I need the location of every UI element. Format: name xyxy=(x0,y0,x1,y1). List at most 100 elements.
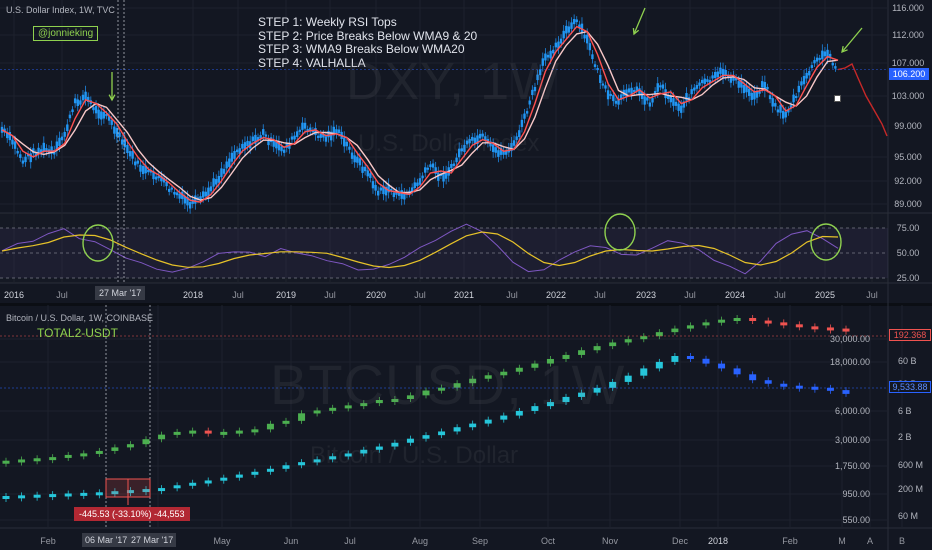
dxy-candle xyxy=(329,131,333,141)
dxy-candle xyxy=(168,188,171,192)
dxy-candle xyxy=(81,94,85,101)
btc-candle xyxy=(546,358,554,364)
dxy-candle xyxy=(186,196,189,206)
dxy-candle xyxy=(664,89,667,99)
dxy-candle xyxy=(528,100,531,105)
dxy-candle xyxy=(410,187,414,192)
btc-tick-label: 30,000.00 xyxy=(830,334,870,344)
dxy-tick-label: 116.000 xyxy=(892,3,924,13)
dxy-candle xyxy=(87,96,90,102)
dxy-candle xyxy=(546,54,550,58)
dxy-candle xyxy=(596,68,599,71)
dxy-candle xyxy=(311,130,315,133)
dxy-candle xyxy=(335,129,338,135)
dxy-candle xyxy=(418,178,422,185)
dxy-candle xyxy=(37,147,40,154)
dxy-candle xyxy=(732,75,735,81)
dxy-candle xyxy=(578,24,581,29)
dxy-candle xyxy=(471,136,474,141)
total2-candle xyxy=(718,363,726,369)
dxy-candle xyxy=(21,160,25,164)
total2-candle xyxy=(298,462,306,466)
dxy-candle xyxy=(309,127,312,132)
btc-candle xyxy=(173,431,181,435)
total2-candle xyxy=(453,427,461,432)
dxy-candle xyxy=(175,192,179,196)
btc-candle xyxy=(235,430,243,434)
total2-candle xyxy=(500,415,508,420)
dxy-candle xyxy=(358,158,362,166)
bottom-time-label: Feb xyxy=(782,536,798,546)
total2-candle xyxy=(282,465,290,469)
dxy-candle xyxy=(826,49,829,58)
btc-candle xyxy=(578,350,586,355)
btc-candle xyxy=(33,458,41,462)
dxy-candle xyxy=(371,181,375,189)
dxy-candle xyxy=(71,109,74,113)
step-4: STEP 4: VALHALLA xyxy=(258,55,366,70)
dxy-candle xyxy=(144,165,147,174)
dxy-candle xyxy=(808,70,811,76)
btc-candle xyxy=(562,354,570,359)
bottom-time-label: B xyxy=(899,536,905,546)
total2-candle xyxy=(235,474,243,478)
btc-candle xyxy=(826,327,834,331)
dxy-candle xyxy=(706,79,709,82)
dxy-candle xyxy=(768,95,772,100)
dxy-candle xyxy=(298,129,302,132)
dxy-candle xyxy=(630,87,633,95)
dxy-candle xyxy=(107,116,111,121)
dxy-candle xyxy=(215,179,218,185)
dxy-candle xyxy=(363,166,367,172)
dxy-candle xyxy=(612,95,615,102)
btc-candle xyxy=(624,339,632,343)
dxy-candle xyxy=(134,161,137,166)
dxy-candle xyxy=(750,92,753,100)
dxy-candle xyxy=(115,128,119,137)
total2-candle xyxy=(158,488,166,492)
dxy-candle xyxy=(149,170,153,173)
dxy-candle xyxy=(450,164,453,169)
total2-candle xyxy=(360,449,368,454)
btc-tick-label: 1,750.00 xyxy=(835,461,870,471)
btc-candle xyxy=(344,405,352,409)
dxy-candle xyxy=(651,98,654,103)
dxy-candle xyxy=(834,66,837,69)
dxy-candle xyxy=(787,109,790,113)
dxy-candle xyxy=(828,53,832,57)
dxy-candle xyxy=(499,147,503,155)
btc-candle xyxy=(484,375,492,379)
total2-candle xyxy=(251,471,259,475)
line-handle[interactable] xyxy=(834,95,841,102)
dxy-candle xyxy=(301,122,304,130)
btc-candle xyxy=(80,453,88,457)
dxy-tick-label: 112.000 xyxy=(892,30,924,40)
dxy-candle xyxy=(460,148,463,152)
rsi-tick-label: 75.00 xyxy=(897,223,920,233)
dxy-candle xyxy=(434,167,437,174)
dxy-candle xyxy=(324,136,328,142)
dxy-candle xyxy=(444,171,448,179)
dxy-candle xyxy=(348,146,351,150)
author-tag[interactable]: @jonnieking xyxy=(33,26,99,41)
bottom-time-label: Jul xyxy=(344,536,356,546)
dxy-candle xyxy=(685,93,688,101)
btc-candle xyxy=(655,332,663,337)
total2-candle xyxy=(640,368,648,376)
dxy-candle xyxy=(680,105,683,113)
dxy-candle xyxy=(243,142,247,150)
dxy-candle xyxy=(502,151,505,155)
dxy-candle xyxy=(779,104,782,113)
dxy-candle xyxy=(729,77,733,83)
rsi-tick-label: 50.00 xyxy=(897,248,920,258)
dxy-candle xyxy=(58,137,61,146)
total2-candle xyxy=(671,356,679,362)
rsi-top-circle xyxy=(604,213,636,251)
step-1: STEP 1: Weekly RSI Tops xyxy=(258,15,397,29)
top-time-label: Jul xyxy=(232,290,244,300)
dxy-candle xyxy=(518,130,521,138)
bottom-time-label: M xyxy=(838,536,846,546)
dxy-candle xyxy=(700,79,704,84)
total2-candle xyxy=(593,387,601,393)
total2-candle xyxy=(2,496,10,499)
